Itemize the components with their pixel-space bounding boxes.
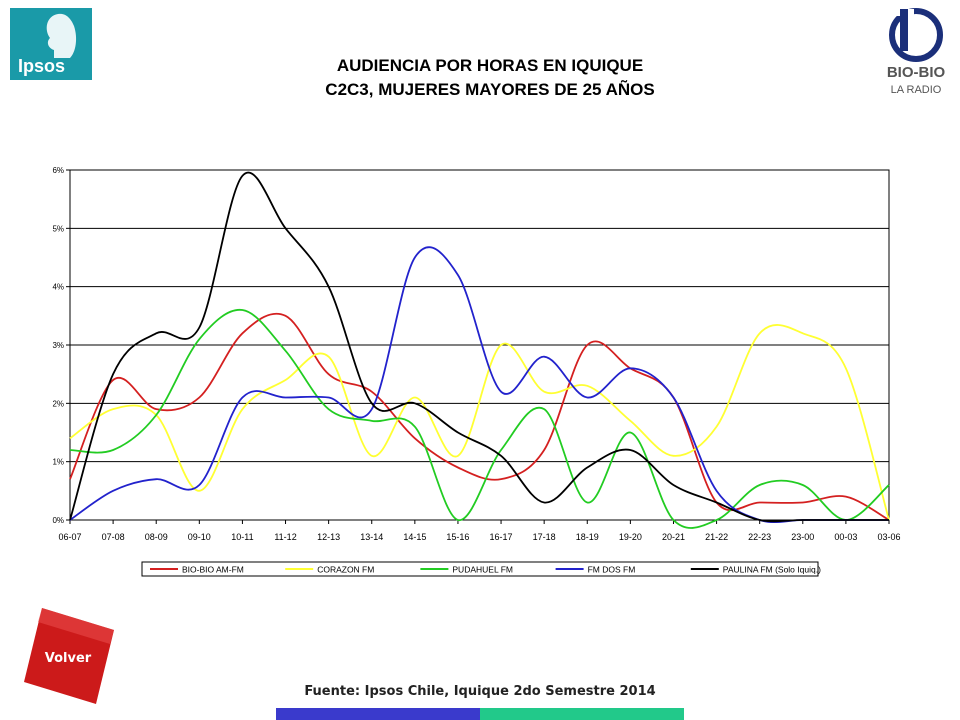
- legend: BIO-BIO AM-FM CORAZON FM PUDAHUEL FM FM DOS…: [141, 561, 821, 577]
- x-tick-label: 12-13: [317, 532, 340, 542]
- volver-button[interactable]: Volver: [24, 602, 114, 706]
- x-tick-label: 23-00: [791, 532, 814, 542]
- x-tick-label: 19-20: [619, 532, 642, 542]
- x-tick-label: 07-08: [102, 532, 125, 542]
- legend-label: CORAZON FM: [317, 565, 374, 575]
- x-tick-label: 14-15: [403, 532, 426, 542]
- x-tick-label: 16-17: [490, 532, 513, 542]
- y-tick-label: 1%: [52, 458, 64, 467]
- legend-box: [141, 561, 819, 577]
- y-tick-label: 4%: [52, 283, 64, 292]
- x-axis: 06-07 07-08 08-09 09-10 10-11 11-12 12-13 13-14…: [58, 520, 901, 542]
- chart-title: AUDIENCIA POR HORAS EN IQUIQUE: [336, 56, 644, 75]
- legend-label: FM DOS FM: [588, 565, 636, 575]
- x-tick-label: 08-09: [145, 532, 168, 542]
- volver-label: Volver: [45, 651, 92, 666]
- x-tick-label: 22-23: [748, 532, 771, 542]
- y-tick-label: 5%: [52, 224, 64, 233]
- x-tick-label: 10-11: [231, 532, 253, 542]
- source-note: Fuente: Ipsos Chile, Iquique 2do Semestr…: [304, 684, 656, 699]
- series: [69, 171, 890, 529]
- biobio-logo: BIO-BIO LA RADIO: [887, 8, 946, 96]
- ipsos-logo: Ipsos: [10, 8, 92, 80]
- y-axis: 0% 1% 2% 3% 4% 5% 6%: [52, 166, 70, 525]
- y-tick-label: 0%: [52, 516, 64, 525]
- grid: [70, 169, 889, 521]
- legend-label: BIO-BIO AM-FM: [182, 565, 244, 575]
- legend-label: PAULINA FM (Solo Iquiq.): [723, 565, 821, 575]
- y-tick-label: 3%: [52, 341, 64, 350]
- x-tick-label: 18-19: [576, 532, 599, 542]
- chart-subtitle: C2C3, MUJERES MAYORES DE 25 AÑOS: [325, 80, 655, 99]
- footer-bar-green: [480, 708, 684, 720]
- x-tick-label: 11-12: [274, 532, 296, 542]
- x-tick-label: 15-16: [446, 532, 469, 542]
- x-tick-label: 00-03: [834, 532, 857, 542]
- x-tick-label: 21-22: [705, 532, 728, 542]
- series-line-1: [69, 324, 890, 521]
- biobio-logo-text: BIO-BIO: [887, 64, 946, 81]
- x-tick-label: 03-06: [877, 532, 900, 542]
- x-tick-label: 20-21: [662, 532, 685, 542]
- series-line-2: [69, 309, 890, 529]
- legend-label: PUDAHUEL FM: [452, 565, 513, 575]
- y-tick-label: 2%: [52, 399, 64, 408]
- biobio-logo-subtext: LA RADIO: [891, 84, 942, 96]
- y-tick-label: 6%: [52, 166, 64, 175]
- series-line-3: [69, 246, 889, 524]
- footer-bar-blue: [276, 708, 480, 720]
- x-tick-label: 13-14: [360, 532, 383, 542]
- ipsos-logo-text: Ipsos: [18, 56, 65, 76]
- x-tick-label: 06-07: [58, 532, 81, 542]
- x-tick-label: 17-18: [533, 532, 556, 542]
- series-line-0: [69, 312, 890, 521]
- x-tick-label: 09-10: [188, 532, 211, 542]
- series-line-4: [69, 171, 889, 523]
